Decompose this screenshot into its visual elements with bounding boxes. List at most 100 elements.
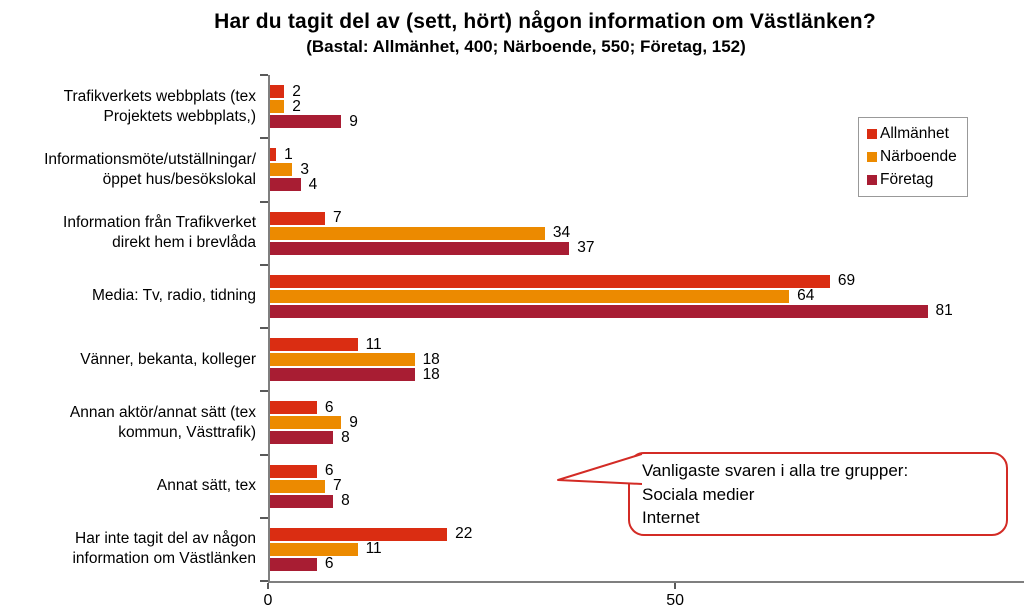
bar-value-label: 9	[349, 112, 358, 130]
bar-line: 2	[268, 97, 1024, 115]
bar-value-label: 8	[341, 492, 350, 510]
bar-line: 69	[268, 272, 1024, 289]
category-label: Vänner, bekanta, kolleger	[80, 350, 256, 368]
legend-item: Närboende	[867, 148, 963, 166]
bar-line: 7	[268, 209, 1024, 227]
bar-allmänhet	[268, 338, 358, 352]
bar-value-label: 64	[797, 287, 815, 305]
bar-allmänhet	[268, 85, 285, 99]
legend-swatch	[867, 174, 877, 185]
bar-företag	[268, 368, 415, 382]
bar-line: 9	[268, 112, 1024, 130]
bar-allmänhet	[268, 211, 325, 225]
bar-group: 11 18 18	[268, 335, 1024, 383]
y-axis-tick	[260, 74, 268, 76]
legend-swatch	[867, 151, 877, 162]
bar-value-label: 6	[324, 398, 334, 416]
bar-närboende	[268, 289, 790, 303]
bar-line: 2	[268, 82, 1024, 100]
bar-value-label: 2	[292, 97, 301, 115]
category-row: Trafikverkets webbplats (tex Projektets …	[0, 75, 1024, 138]
bar-value-label: 6	[324, 555, 334, 573]
category-row: Har inte tagit del av någon information …	[0, 518, 1024, 581]
category-label: Trafikverkets webbplats (tex Projektets …	[63, 87, 256, 125]
bar-företag	[268, 115, 342, 129]
category-row: Vänner, bekanta, kolleger 11 18 18	[0, 328, 1024, 391]
bar-group: 69 64 81	[268, 272, 1024, 320]
bar-närboende	[268, 100, 285, 114]
y-axis-tick	[260, 580, 268, 582]
bar-företag	[268, 304, 928, 318]
bar-value-label: 9	[349, 413, 358, 431]
category-row: Informationsmöte/utställningar/ öppet hu…	[0, 138, 1024, 201]
bar-line: 64	[268, 287, 1024, 305]
bar-value-label: 18	[422, 365, 440, 383]
category-label: Media: Tv, radio, tidning	[92, 287, 256, 305]
bar-allmänhet	[268, 274, 830, 288]
callout-bubble: Vanligaste svaren i alla tre grupper: So…	[628, 452, 1008, 536]
bar-line: 18	[268, 350, 1024, 368]
bar-value-label: 1	[284, 145, 293, 163]
bar-value-label: 11	[365, 540, 382, 558]
y-axis-tick	[260, 390, 268, 392]
bar-line: 8	[268, 492, 1024, 510]
chart-subtitle: (Bastal: Allmänhet, 400; Närboende, 550;…	[306, 37, 746, 56]
bar-allmänhet	[268, 401, 317, 415]
bar-value-label: 7	[332, 477, 342, 495]
bar-närboende	[268, 226, 545, 240]
category-row: Information från Trafikverket direkt hem…	[0, 202, 1024, 265]
bar-allmänhet	[268, 464, 317, 478]
bar-value-label: 18	[422, 350, 440, 368]
category-label: Annan aktör/annat sätt (tex kommun, Väst…	[69, 403, 256, 441]
y-axis-tick	[260, 201, 268, 203]
bar-value-label: 2	[292, 82, 301, 100]
bar-närboende	[268, 163, 293, 177]
bar-line: 7	[268, 477, 1024, 495]
bar-företag	[268, 494, 334, 508]
bar-line: 6	[268, 555, 1024, 573]
y-axis-tick	[260, 137, 268, 139]
bar-value-label: 3	[300, 160, 310, 178]
legend-label: Närboende	[880, 147, 957, 165]
legend-item: Företag	[867, 171, 963, 189]
bar-value-label: 81	[935, 302, 953, 320]
bar-line: 3	[268, 160, 1024, 178]
callout-tail	[557, 453, 642, 485]
bar-value-label: 7	[332, 209, 342, 227]
category-label: Annat sätt, tex	[156, 477, 256, 495]
bar-value-label: 8	[341, 428, 350, 446]
bar-line: 81	[268, 302, 1024, 320]
category-row: Media: Tv, radio, tidning 69 64 81	[0, 265, 1024, 328]
legend-label: Företag	[880, 170, 934, 188]
bar-line: 4	[268, 175, 1024, 193]
bar-line: 6	[268, 462, 1024, 480]
bar-value-label: 22	[455, 525, 473, 543]
legend-swatch	[867, 129, 877, 140]
bar-närboende	[268, 353, 415, 367]
x-axis-tick-label: 50	[666, 592, 685, 609]
y-axis-tick	[260, 327, 268, 329]
y-axis-tick	[260, 264, 268, 266]
bar-line: 1	[268, 145, 1024, 163]
bar-line: 8	[268, 428, 1024, 446]
bar-line: 37	[268, 239, 1024, 256]
bar-value-label: 6	[324, 462, 334, 480]
plot-area: Trafikverkets webbplats (tex Projektets …	[0, 74, 1024, 609]
plot-rows: Trafikverkets webbplats (tex Projektets …	[0, 75, 1024, 581]
bar-line: 11	[268, 335, 1024, 353]
category-label: Information från Trafikverket direkt hem…	[63, 214, 256, 252]
bar-line: 6	[268, 398, 1024, 416]
bar-value-label: 11	[365, 335, 382, 353]
x-axis-line	[268, 581, 1024, 583]
bar-value-label: 4	[308, 175, 318, 193]
x-axis-tick-label: 0	[263, 592, 273, 609]
bar-närboende	[268, 416, 342, 430]
bar-line: 9	[268, 413, 1024, 431]
bar-line: 34	[268, 224, 1024, 241]
bar-företag	[268, 431, 334, 445]
